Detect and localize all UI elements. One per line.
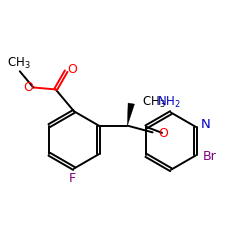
Text: N: N — [201, 118, 211, 131]
Polygon shape — [128, 103, 134, 126]
Text: O: O — [24, 81, 33, 94]
Text: O: O — [68, 64, 78, 76]
Text: F: F — [69, 172, 76, 185]
Text: O: O — [158, 127, 168, 140]
Text: NH$_2$: NH$_2$ — [156, 95, 180, 110]
Text: CH$_3$: CH$_3$ — [7, 56, 30, 72]
Text: CH$_3$: CH$_3$ — [142, 95, 166, 110]
Text: Br: Br — [203, 150, 217, 163]
